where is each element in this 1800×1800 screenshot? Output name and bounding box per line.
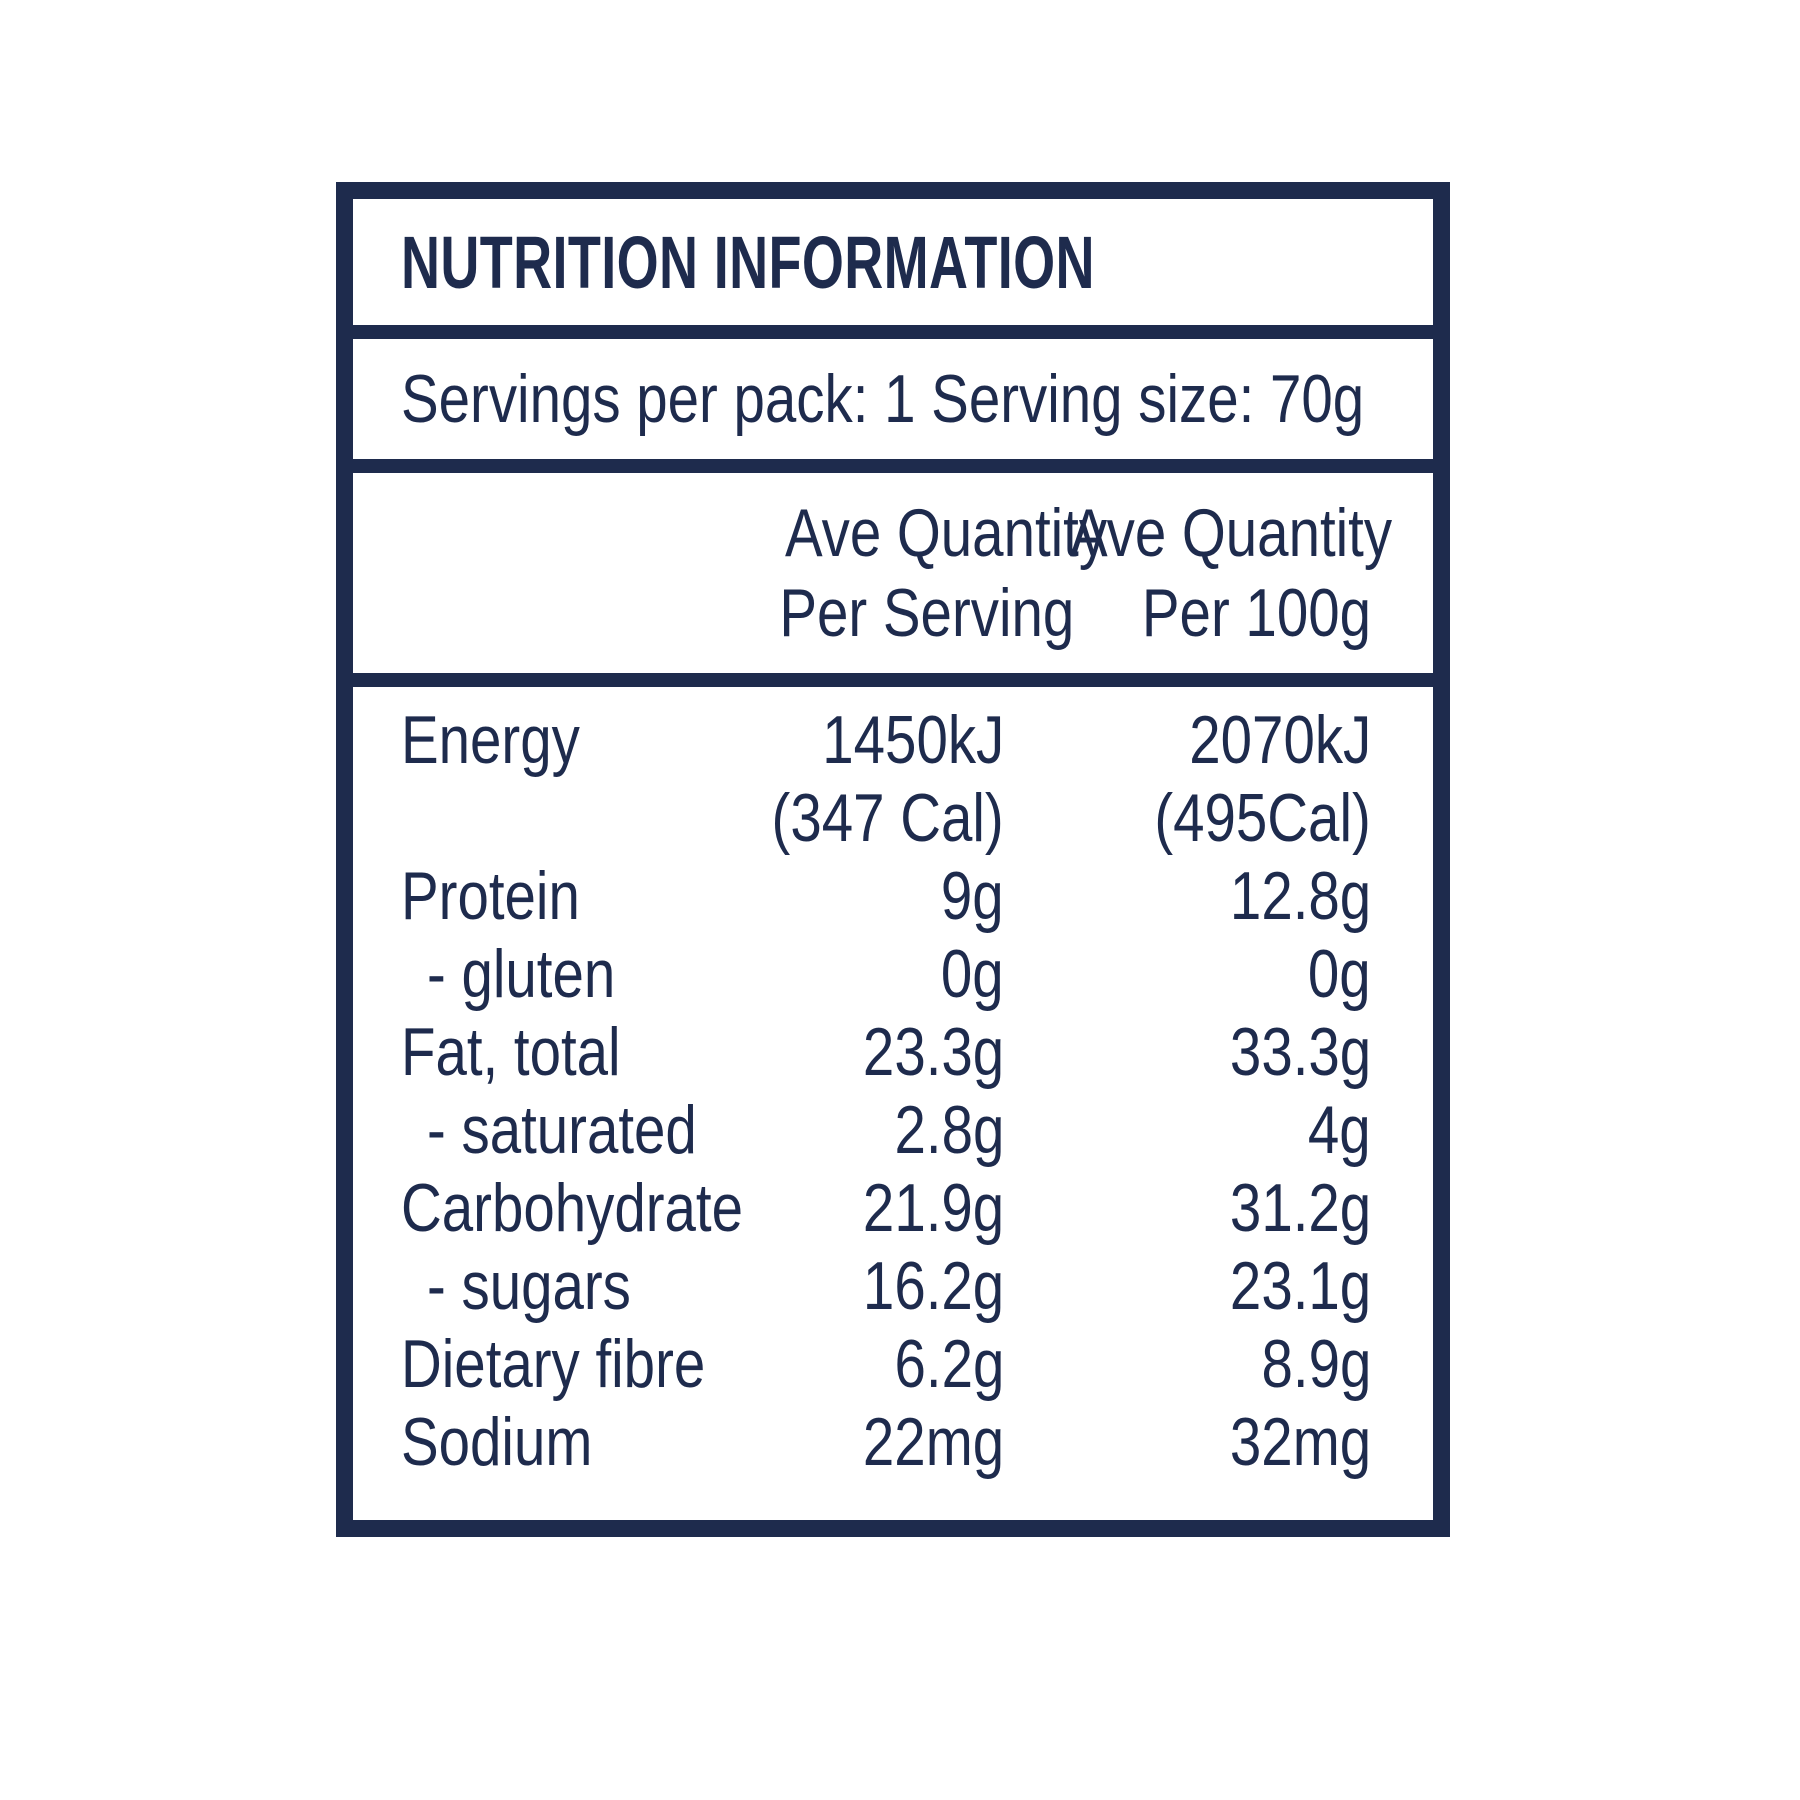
value-per-serving: (347 Cal)	[771, 780, 1004, 856]
value-per-100g: 4g	[1308, 1092, 1371, 1168]
table-row: - saturated 2.8g 4g	[401, 1091, 1371, 1169]
panel-title-section: NUTRITION INFORMATION	[353, 199, 1433, 325]
value-per-100g: 0g	[1308, 936, 1371, 1012]
panel-title: NUTRITION INFORMATION	[401, 220, 1095, 304]
column-header-line: Per 100g	[1141, 575, 1371, 651]
column-header-line: Ave Quantity	[784, 495, 1108, 571]
servings-line: Servings per pack: 1 Serving size: 70g	[401, 361, 1365, 437]
value-per-serving: 22mg	[862, 1404, 1004, 1480]
value-per-serving: 23.3g	[862, 1014, 1004, 1090]
nutrient-label: Sodium	[401, 1404, 593, 1480]
column-header-per-100g: Ave Quantity Per 100g	[1004, 493, 1392, 653]
servings-section: Servings per pack: 1 Serving size: 70g	[353, 339, 1433, 459]
value-per-serving: 21.9g	[862, 1170, 1004, 1246]
value-per-100g: 12.8g	[1229, 858, 1371, 934]
value-per-serving: 0g	[941, 936, 1004, 1012]
column-header-row: Ave Quantity Per Serving Ave Quantity Pe…	[353, 473, 1433, 673]
table-row: Fat, total 23.3g 33.3g	[401, 1013, 1371, 1091]
nutrient-label	[401, 779, 719, 857]
table-row: (347 Cal) (495Cal)	[401, 779, 1371, 857]
value-per-100g: (495Cal)	[1154, 780, 1371, 856]
divider-bar	[353, 459, 1433, 473]
nutrient-label: Fat, total	[401, 1014, 621, 1090]
table-row: Energy 1450kJ 2070kJ	[401, 701, 1371, 779]
nutrient-label: Dietary fibre	[401, 1326, 706, 1402]
value-per-100g: 33.3g	[1229, 1014, 1371, 1090]
value-per-100g: 31.2g	[1229, 1170, 1371, 1246]
nutrition-panel: NUTRITION INFORMATION Servings per pack:…	[336, 182, 1450, 1537]
table-row: Dietary fibre 6.2g 8.9g	[401, 1325, 1371, 1403]
value-per-100g: 2070kJ	[1188, 702, 1371, 778]
nutrient-label: Energy	[401, 702, 580, 778]
nutrient-label: - gluten	[427, 936, 616, 1012]
nutrient-label: - sugars	[427, 1248, 631, 1324]
value-per-serving: 1450kJ	[821, 702, 1004, 778]
value-per-100g: 8.9g	[1261, 1326, 1371, 1402]
nutrient-label: Protein	[401, 858, 580, 934]
column-header-line: Ave Quantity	[1069, 495, 1393, 571]
table-row: Carbohydrate 21.9g 31.2g	[401, 1169, 1371, 1247]
nutrient-label: Carbohydrate	[401, 1170, 743, 1246]
column-header-line: Per Serving	[779, 575, 1075, 651]
value-per-100g: 23.1g	[1229, 1248, 1371, 1324]
nutrient-table: Energy 1450kJ 2070kJ (347 Cal) (495Cal) …	[353, 687, 1433, 1520]
value-per-serving: 16.2g	[862, 1248, 1004, 1324]
table-row: Sodium 22mg 32mg	[401, 1403, 1371, 1481]
divider-bar	[353, 325, 1433, 339]
table-row: - sugars 16.2g 23.1g	[401, 1247, 1371, 1325]
value-per-serving: 6.2g	[894, 1326, 1004, 1402]
column-header-per-serving: Ave Quantity Per Serving	[719, 493, 1107, 653]
value-per-100g: 32mg	[1229, 1404, 1371, 1480]
nutrient-label: - saturated	[427, 1092, 697, 1168]
divider-bar	[353, 673, 1433, 687]
value-per-serving: 2.8g	[894, 1092, 1004, 1168]
table-row: Protein 9g 12.8g	[401, 857, 1371, 935]
value-per-serving: 9g	[941, 858, 1004, 934]
table-row: - gluten 0g 0g	[401, 935, 1371, 1013]
